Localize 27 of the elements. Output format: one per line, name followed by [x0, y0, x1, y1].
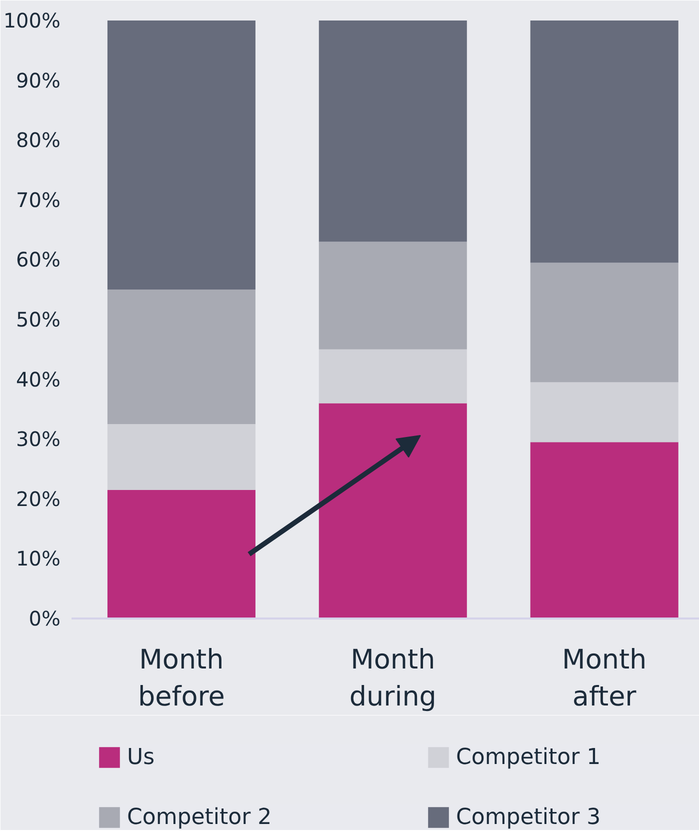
y-tick-label: 30%: [16, 427, 60, 452]
y-tick-label: 70%: [16, 188, 60, 212]
y-tick-label: 60%: [16, 248, 60, 272]
legend-label: Us: [127, 744, 156, 770]
x-tick-label: Month during: [349, 644, 436, 713]
bar: [530, 20, 678, 263]
y-tick-label: 90%: [16, 68, 60, 92]
bar: [107, 20, 256, 290]
bar: [107, 290, 256, 424]
legend-label: Competitor 3: [456, 804, 602, 830]
bar: [530, 262, 678, 382]
x-tick-label: Month before: [138, 644, 225, 713]
legend-label: Competitor 1: [456, 744, 602, 770]
y-tick-label: 50%: [16, 308, 60, 332]
bar: [318, 20, 467, 242]
bar: [530, 442, 678, 618]
bar: [318, 242, 467, 350]
legend-label: Competitor 2: [127, 804, 273, 830]
y-tick-label: 40%: [16, 367, 60, 392]
bar: [530, 382, 678, 442]
x-tick-label: Month after: [562, 644, 647, 713]
y-tick-label: 100%: [3, 8, 61, 32]
y-tick-label: 20%: [16, 486, 60, 511]
y-tick-label: 80%: [16, 128, 60, 152]
bar: [318, 349, 467, 404]
y-tick-label: 0%: [28, 606, 61, 630]
y-tick-label: 10%: [16, 546, 60, 571]
